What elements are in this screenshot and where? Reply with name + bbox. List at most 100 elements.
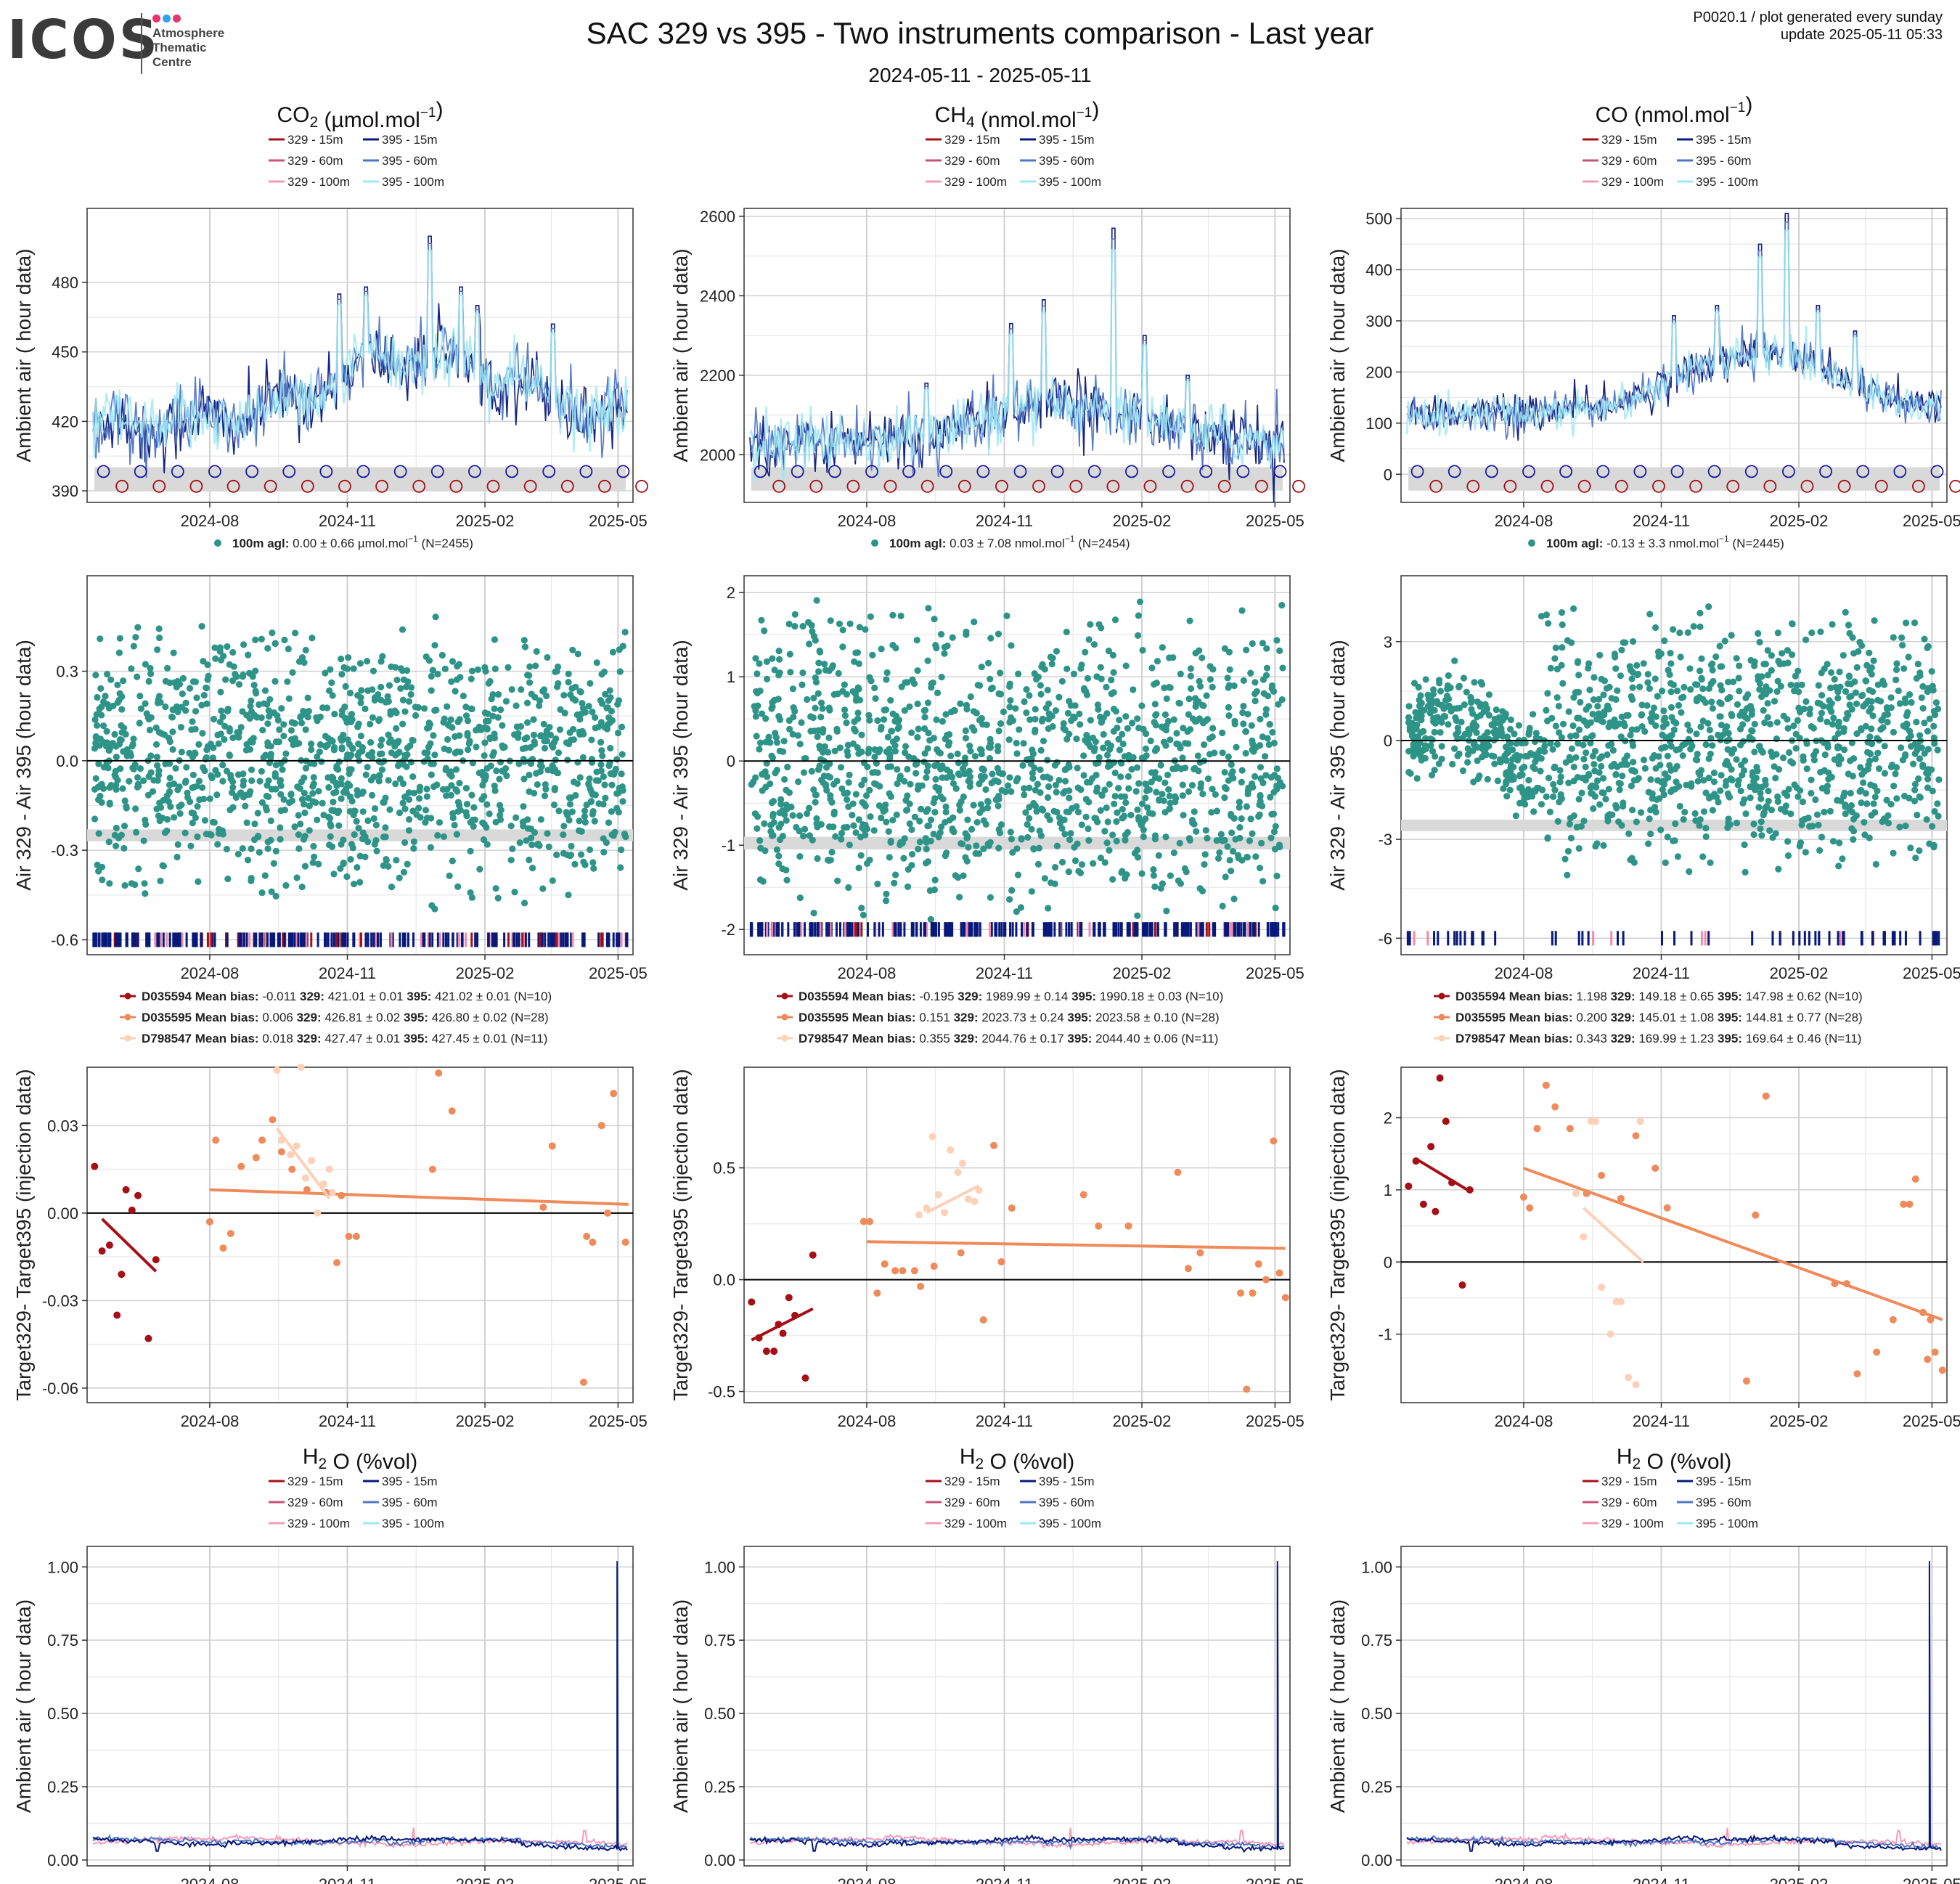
data-point bbox=[618, 770, 625, 778]
data-point bbox=[206, 795, 213, 802]
data-point bbox=[1538, 613, 1545, 620]
y-tick-label: 400 bbox=[1365, 261, 1392, 280]
data-point bbox=[1702, 833, 1710, 840]
data-point bbox=[187, 842, 195, 849]
data-point bbox=[1815, 821, 1822, 828]
data-point bbox=[359, 748, 366, 755]
data-point bbox=[587, 680, 594, 687]
data-point bbox=[511, 889, 518, 896]
data-point bbox=[1872, 860, 1879, 868]
date-range: 2024-05-11 - 2025-05-11 bbox=[868, 64, 1092, 86]
data-point bbox=[1176, 839, 1183, 847]
data-point bbox=[1240, 702, 1247, 710]
data-point bbox=[1438, 743, 1445, 750]
data-point bbox=[1829, 721, 1837, 728]
data-point bbox=[1774, 677, 1781, 685]
data-point bbox=[841, 712, 849, 719]
data-point bbox=[496, 802, 504, 809]
data-point bbox=[240, 641, 248, 648]
data-point bbox=[989, 770, 996, 778]
data-point bbox=[1557, 794, 1564, 801]
data-point bbox=[1856, 638, 1863, 646]
data-point bbox=[1278, 696, 1286, 704]
data-point bbox=[483, 824, 490, 831]
data-point bbox=[995, 825, 1003, 833]
data-point bbox=[1564, 847, 1572, 855]
data-point bbox=[1593, 777, 1601, 784]
data-point bbox=[1662, 859, 1669, 867]
data-point bbox=[600, 773, 607, 780]
data-point bbox=[1464, 751, 1471, 758]
data-point bbox=[607, 744, 614, 752]
data-point bbox=[767, 780, 774, 788]
data-point bbox=[449, 857, 456, 865]
data-point bbox=[954, 750, 961, 757]
data-point bbox=[478, 726, 485, 733]
data-point bbox=[1575, 658, 1582, 665]
data-point bbox=[255, 833, 262, 841]
data-point bbox=[1577, 698, 1584, 706]
data-point bbox=[1724, 746, 1731, 753]
data-point bbox=[473, 743, 480, 751]
data-point bbox=[1931, 807, 1938, 815]
data-point bbox=[364, 838, 372, 846]
data-point bbox=[786, 725, 793, 733]
data-point bbox=[1657, 826, 1665, 833]
legend-count: (N=2454) bbox=[1074, 537, 1130, 550]
y-axis-label: Air 329 - Air 395 (hour data) bbox=[1326, 640, 1349, 891]
data-point bbox=[258, 799, 266, 806]
data-point bbox=[1628, 693, 1635, 700]
data-point bbox=[1111, 770, 1119, 777]
data-point bbox=[497, 812, 504, 819]
data-point bbox=[1076, 710, 1083, 717]
injection-marker bbox=[1466, 479, 1480, 493]
data-point bbox=[852, 727, 859, 735]
data-point bbox=[403, 683, 410, 690]
legend-label: 329 - 15m bbox=[287, 133, 343, 147]
data-point bbox=[338, 780, 345, 788]
data-point bbox=[1405, 714, 1413, 721]
data-point bbox=[1764, 714, 1771, 721]
data-point bbox=[1792, 672, 1799, 680]
data-point bbox=[1831, 756, 1838, 763]
data-point bbox=[198, 623, 205, 630]
data-point bbox=[542, 731, 550, 739]
data-point bbox=[272, 847, 279, 855]
data-point bbox=[1065, 868, 1072, 876]
data-point bbox=[388, 884, 396, 891]
data-point bbox=[111, 730, 118, 738]
data-point bbox=[606, 687, 613, 694]
data-point bbox=[1262, 711, 1270, 718]
legend-text: D798547 bbox=[142, 1032, 195, 1045]
data-point bbox=[1514, 752, 1521, 760]
data-point bbox=[1836, 668, 1843, 676]
data-point bbox=[921, 714, 928, 721]
data-point bbox=[764, 773, 771, 780]
data-point bbox=[387, 711, 394, 718]
data-point bbox=[1924, 644, 1931, 651]
data-point bbox=[1226, 857, 1233, 864]
data-point bbox=[1279, 664, 1286, 672]
data-point bbox=[1820, 703, 1827, 710]
data-point bbox=[483, 801, 491, 808]
y-tick-label: 1 bbox=[727, 668, 735, 686]
data-point bbox=[333, 1259, 341, 1267]
data-point bbox=[862, 626, 869, 633]
data-point bbox=[1559, 720, 1567, 727]
data-point bbox=[838, 836, 845, 843]
scatter-legend: 100m agl: -0.13 ± 3.3 nmol.mol−1 (N=2445… bbox=[1546, 534, 1784, 550]
y-tick-label: 0 bbox=[727, 752, 735, 770]
data-point bbox=[830, 810, 838, 817]
injection-marker bbox=[1162, 465, 1175, 478]
data-point bbox=[1818, 833, 1826, 841]
data-point bbox=[1742, 810, 1749, 817]
data-point bbox=[229, 804, 237, 811]
data-point bbox=[318, 758, 325, 765]
logo-text: ICOS bbox=[7, 9, 160, 71]
data-point bbox=[1718, 772, 1725, 779]
data-point bbox=[1575, 726, 1583, 733]
data-point bbox=[515, 760, 523, 767]
data-point bbox=[372, 821, 380, 829]
data-point bbox=[287, 736, 295, 743]
data-point bbox=[455, 661, 463, 668]
